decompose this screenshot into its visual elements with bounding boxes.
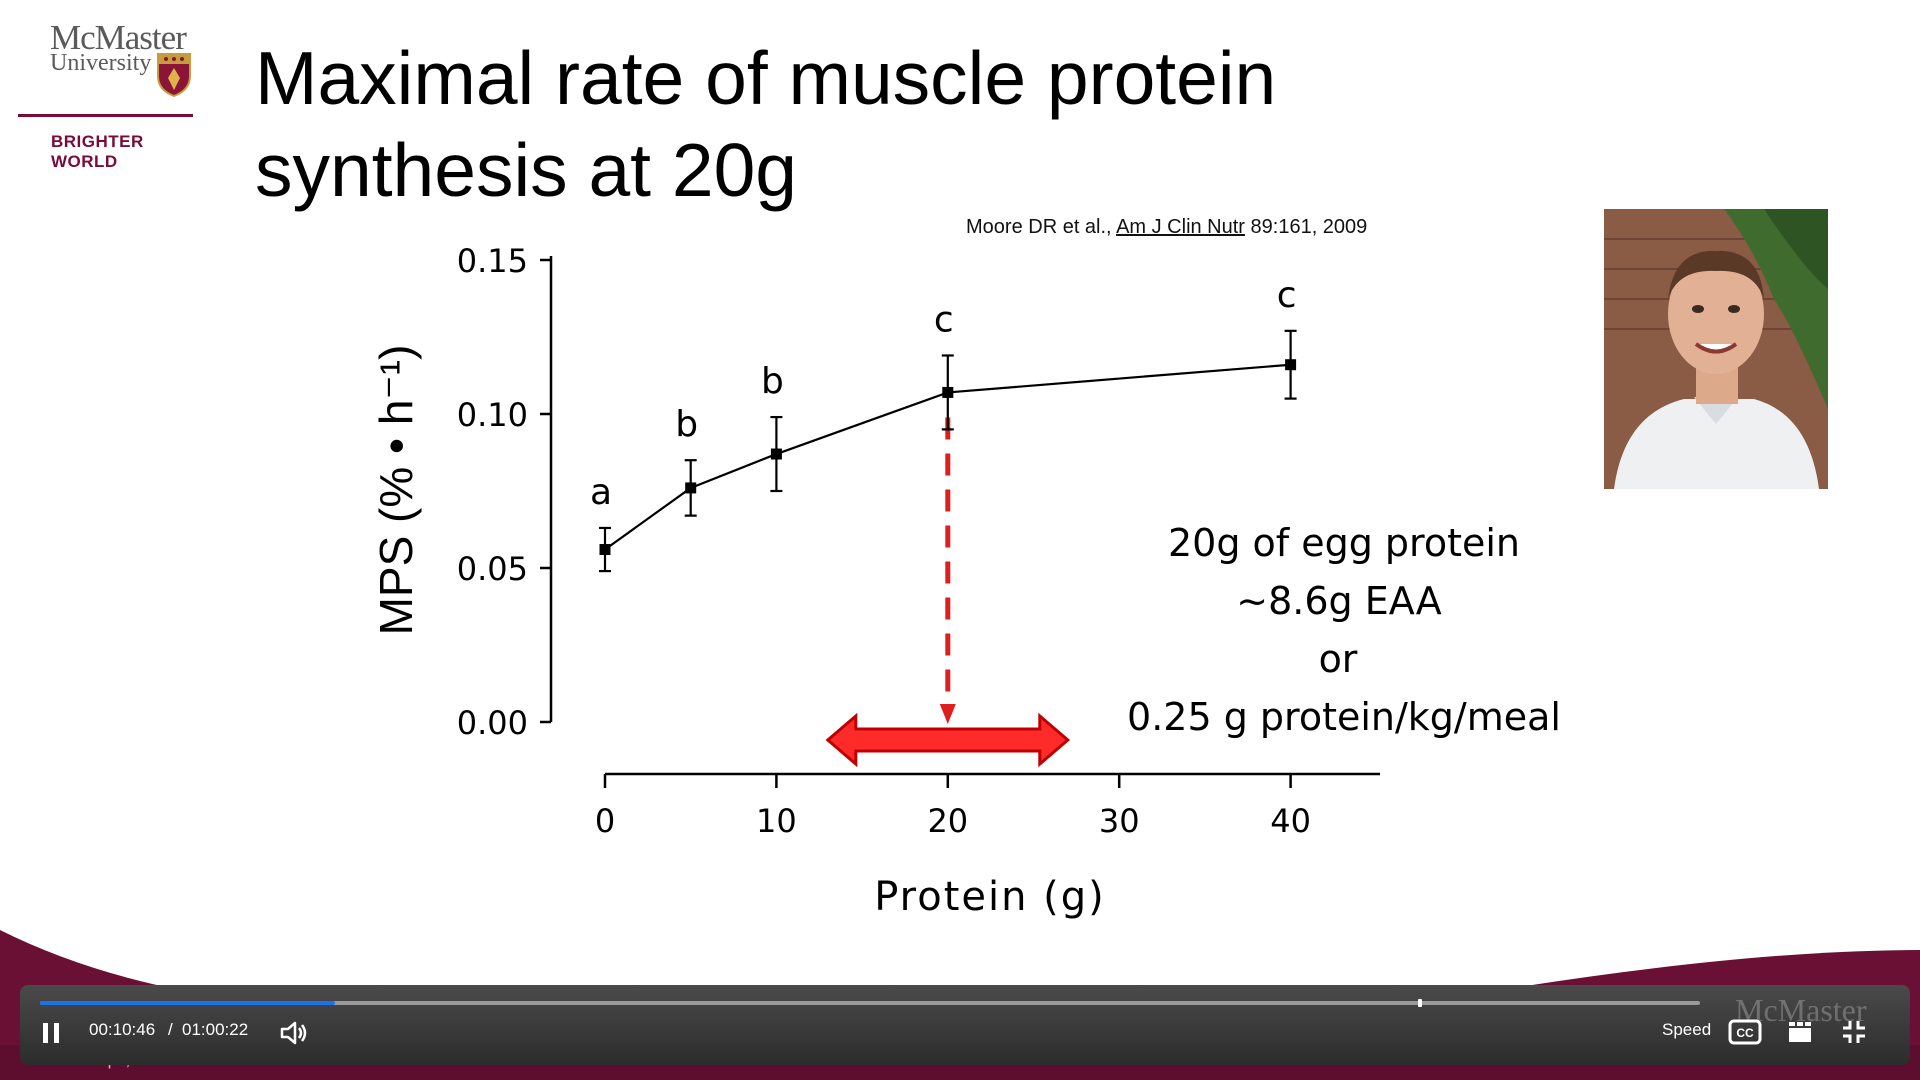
slide-title: Maximal rate of muscle protein synthesis… (255, 32, 1455, 216)
university-logo: McMaster University BRIGHTER WORLD (18, 18, 198, 171)
logo-tagline: BRIGHTER WORLD (51, 132, 144, 171)
logo-rule (18, 114, 193, 117)
significance-label: b (761, 361, 784, 402)
total-time: 01:00:22 (182, 1020, 249, 1039)
current-time: 00:10:46 (89, 1020, 156, 1039)
range-double-arrow (825, 712, 1071, 768)
closed-captions-icon: CC (1728, 1019, 1762, 1045)
citation-suffix: 89:161, 2009 (1244, 216, 1368, 238)
controls-bar (20, 985, 1910, 1065)
y-tick-label: 0.10 (457, 396, 528, 434)
data-point (599, 544, 611, 556)
volume-icon (280, 1021, 307, 1045)
data-point (1285, 359, 1297, 371)
time-separator: / (168, 1020, 173, 1039)
x-tick-label: 20 (927, 802, 968, 840)
y-tick-label: 0.00 (457, 704, 528, 742)
x-tick-label: 10 (756, 802, 797, 840)
speed-button[interactable]: Speed (1662, 1020, 1712, 1039)
annotation-line-4: 0.25 g protein/kg/meal (1127, 695, 1561, 739)
y-tick-label: 0.15 (457, 242, 528, 280)
volume-button[interactable] (278, 1018, 310, 1048)
pause-button[interactable] (36, 1018, 66, 1048)
data-point (942, 386, 954, 398)
citation-journal: Am J Clin Nutr (1116, 216, 1245, 238)
significance-label: b (675, 404, 698, 445)
citation: Moore DR et al., Am J Clin Nutr 89:161, … (966, 216, 1367, 239)
x-tick-label: 40 (1270, 802, 1311, 840)
logo-sub: University (50, 50, 152, 76)
logo-name: McMaster (50, 18, 187, 57)
exit-fullscreen-button[interactable] (1840, 1018, 1868, 1046)
slide-title-line-1: Maximal rate of muscle protein (255, 36, 1277, 120)
threshold-arrowhead (939, 704, 956, 724)
y-tick-label: 0.05 (457, 550, 528, 588)
layout-icon (1789, 1022, 1811, 1042)
progress-bar[interactable] (40, 999, 1700, 1007)
x-axis-label: Protein (g) (874, 874, 1106, 920)
closed-captions-button[interactable]: CC (1728, 1018, 1762, 1046)
data-point (685, 482, 697, 494)
pause-icon (43, 1023, 59, 1043)
significance-label: a (590, 472, 612, 513)
progress-fill (40, 1001, 336, 1005)
buffer-marker (1418, 999, 1422, 1007)
svg-text:CC: CC (1736, 1026, 1754, 1040)
x-tick-label: 30 (1099, 802, 1140, 840)
significance-label: c (1277, 275, 1297, 316)
data-point (770, 448, 782, 460)
significance-label: c (934, 299, 954, 340)
citation-prefix: Moore DR et al., (966, 216, 1117, 238)
presenter-photo (1604, 209, 1828, 489)
annotation-line-1: 20g of egg protein (1168, 521, 1520, 565)
x-tick-label: 0 (595, 802, 615, 840)
exit-fullscreen-icon (1843, 1021, 1865, 1043)
y-axis-label: MPS (% • h⁻¹) (370, 345, 422, 636)
annotation-line-2: ~8.6g EAA (1236, 579, 1442, 623)
slide-title-line-2: synthesis at 20g (255, 128, 797, 212)
crest-icon (157, 53, 191, 98)
annotation-line-3: or (1319, 637, 1358, 681)
layout-button[interactable] (1786, 1018, 1814, 1046)
